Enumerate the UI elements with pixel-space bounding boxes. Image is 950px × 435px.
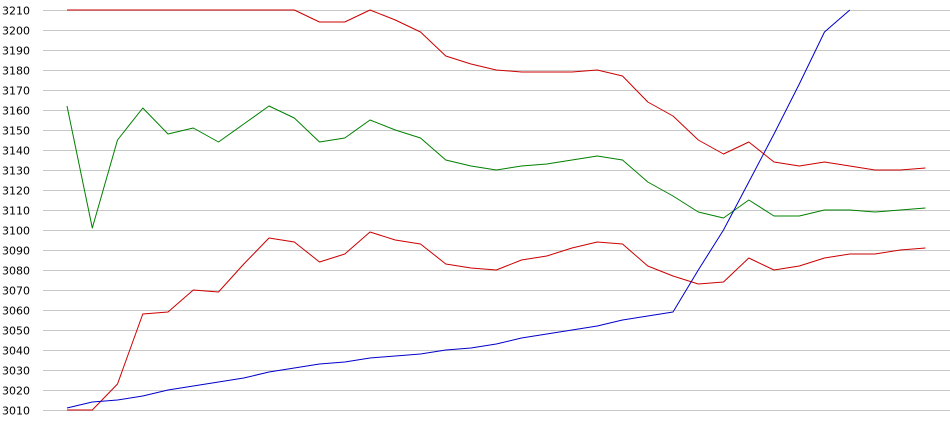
y-tick-label: 3080	[2, 265, 30, 278]
y-tick-label: 3020	[2, 385, 30, 398]
y-tick-label: 3210	[2, 5, 30, 18]
y-tick-label: 3030	[2, 365, 30, 378]
y-tick-label: 3200	[2, 25, 30, 38]
y-tick-label: 3010	[2, 405, 30, 418]
y-tick-label: 3130	[2, 165, 30, 178]
y-tick-label: 3170	[2, 85, 30, 98]
y-tick-label: 3060	[2, 305, 30, 318]
y-axis-ticks: 3010 3020 3030 3040 3050 3060 3070 3080 3090 3100…	[2, 5, 30, 418]
series-lines	[66, 9, 926, 411]
y-tick-label: 3100	[2, 225, 30, 238]
y-tick-label: 3120	[2, 185, 30, 198]
y-tick-label: 3140	[2, 145, 30, 158]
series-line-3	[67, 231, 926, 411]
y-tick-label: 3040	[2, 345, 30, 358]
series-line-4	[66, 9, 851, 409]
y-tick-label: 3090	[2, 245, 30, 258]
y-tick-label: 3160	[2, 105, 30, 118]
y-tick-label: 3150	[2, 125, 30, 138]
y-tick-label: 3110	[2, 205, 30, 218]
y-tick-label: 3190	[2, 45, 30, 58]
y-tick-label: 3070	[2, 285, 30, 298]
series-line-2	[66, 105, 926, 229]
y-tick-label: 3180	[2, 65, 30, 78]
series-line-1	[67, 9, 926, 171]
y-tick-label: 3050	[2, 325, 30, 338]
